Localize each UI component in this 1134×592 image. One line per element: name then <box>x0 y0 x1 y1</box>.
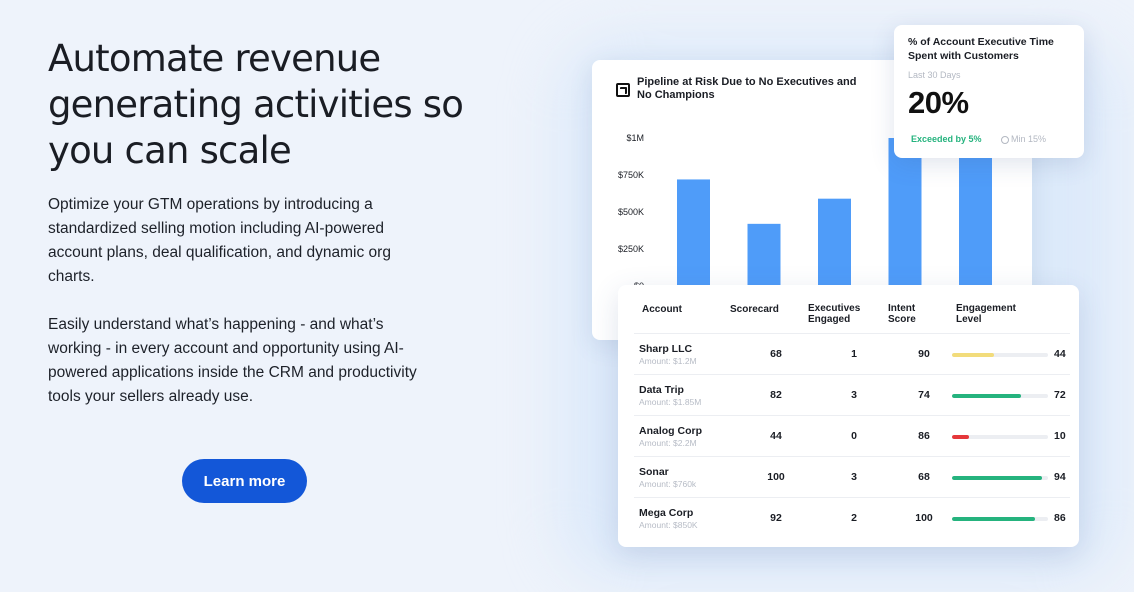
scorecard-cell: 68 <box>770 348 782 360</box>
intent-cell: 74 <box>918 389 930 401</box>
metric-period: Last 30 Days <box>908 70 961 80</box>
hero-paragraph-2: Easily understand what’s happening - and… <box>48 316 417 405</box>
engagement-bar-fill <box>952 435 970 439</box>
scorecard-cell: 44 <box>770 430 782 442</box>
chart-bar <box>818 198 851 300</box>
table-row[interactable]: Data Trip Amount: $1.85M 82 3 74 72 <box>634 374 1070 416</box>
chart-title: Pipeline at Risk Due to No Executives an… <box>637 76 857 101</box>
chart-bar <box>959 138 992 300</box>
chart-logo-icon <box>616 83 630 97</box>
header-intent-score: Intent Score <box>888 303 916 325</box>
target-icon <box>1001 135 1009 144</box>
metric-exceeded-label: Exceeded by 5% <box>911 134 982 144</box>
scorecard-cell: 100 <box>767 471 785 483</box>
y-tick-label: $500K <box>618 207 644 217</box>
intent-cell: 100 <box>915 512 933 524</box>
engagement-bar <box>952 353 1048 357</box>
executives-cell: 3 <box>851 471 857 483</box>
engagement-bar <box>952 394 1048 398</box>
intent-cell: 68 <box>918 471 930 483</box>
account-amount: Amount: $850K <box>639 520 698 530</box>
header-scorecard: Scorecard <box>730 304 779 315</box>
chart-bar <box>677 179 710 300</box>
y-tick-label: $250K <box>618 244 644 254</box>
ae-time-metric-card: % of Account Executive Time Spent with C… <box>894 25 1084 158</box>
account-amount: Amount: $1.85M <box>639 397 702 407</box>
account-amount: Amount: $1.2M <box>639 356 697 366</box>
account-amount: Amount: $760k <box>639 479 697 489</box>
chart-bar <box>888 138 922 300</box>
engagement-bar <box>952 476 1048 480</box>
engagement-bar-fill <box>952 476 1043 480</box>
executives-cell: 3 <box>851 389 857 401</box>
accounts-table-card: Account Scorecard Executives Engaged Int… <box>618 285 1079 547</box>
account-amount: Amount: $2.2M <box>639 438 697 448</box>
intent-cell: 86 <box>918 430 930 442</box>
intent-cell: 90 <box>918 348 930 360</box>
scorecard-cell: 82 <box>770 389 782 401</box>
engagement-bar <box>952 517 1048 521</box>
engagement-value: 44 <box>1054 348 1066 360</box>
hero-paragraph-1: Optimize your GTM operations by introduc… <box>48 196 391 285</box>
account-name[interactable]: Mega Corp <box>639 507 694 519</box>
scorecard-cell: 92 <box>770 512 782 524</box>
engagement-bar-fill <box>952 394 1022 398</box>
engagement-value: 94 <box>1054 471 1066 483</box>
account-name[interactable]: Sharp LLC <box>639 343 693 355</box>
hero-title: Automate revenue generating activities s… <box>48 37 464 172</box>
y-tick-label: $1M <box>626 133 644 143</box>
executives-cell: 1 <box>851 348 857 360</box>
engagement-bar-fill <box>952 517 1035 521</box>
account-name[interactable]: Sonar <box>639 466 669 478</box>
learn-more-button[interactable]: Learn more <box>182 459 307 503</box>
engagement-value: 86 <box>1054 512 1066 524</box>
metric-min-label: Min 15% <box>1001 134 1046 144</box>
table-row[interactable]: Mega Corp Amount: $850K 92 2 100 86 <box>634 497 1070 539</box>
table-row[interactable]: Sonar Amount: $760k 100 3 68 94 <box>634 456 1070 498</box>
executives-cell: 2 <box>851 512 857 524</box>
engagement-bar-fill <box>952 353 995 357</box>
pipeline-bar-chart: $1M$750K$500K$250K$0 <box>618 133 992 300</box>
table-row[interactable]: Sharp LLC Amount: $1.2M 68 1 90 44 <box>634 333 1070 375</box>
engagement-bar <box>952 435 1048 439</box>
metric-title: % of Account Executive Time Spent with C… <box>908 36 1054 62</box>
y-tick-label: $750K <box>618 170 644 180</box>
engagement-value: 72 <box>1054 389 1066 401</box>
executives-cell: 0 <box>851 430 857 442</box>
header-account: Account <box>642 304 682 315</box>
metric-value: 20% <box>908 85 969 120</box>
header-engagement-level: Engagement Level <box>956 303 1017 325</box>
account-name[interactable]: Data Trip <box>639 384 684 396</box>
table-row[interactable]: Analog Corp Amount: $2.2M 44 0 86 10 <box>634 415 1070 457</box>
account-name[interactable]: Analog Corp <box>639 425 702 437</box>
metric-min-text: Min 15% <box>1011 134 1047 144</box>
engagement-value: 10 <box>1054 430 1066 442</box>
header-executives-engaged: Executives Engaged <box>808 303 861 325</box>
